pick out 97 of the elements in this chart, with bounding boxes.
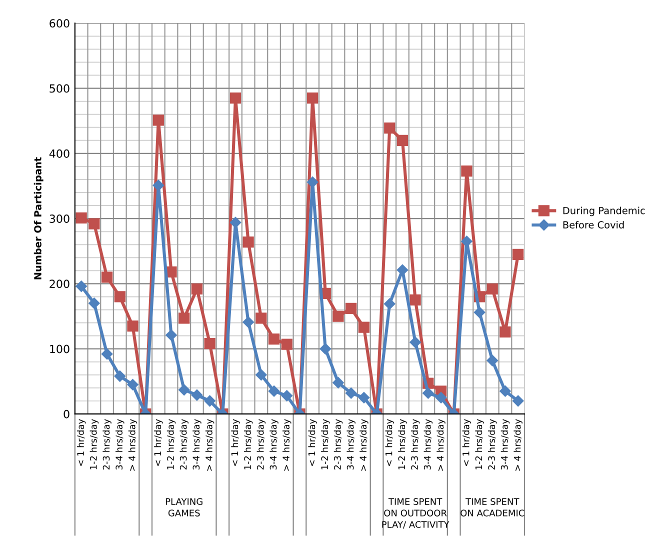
point xyxy=(204,395,216,407)
point xyxy=(76,212,87,224)
text: TIME SPENT ON ACADEMIC xyxy=(460,498,524,516)
point xyxy=(422,388,434,399)
y-tick-label: 500 xyxy=(50,84,70,93)
point xyxy=(474,306,486,318)
x-tick-label: 2-3 hrs/day xyxy=(488,419,497,470)
point xyxy=(320,343,332,354)
point xyxy=(101,348,113,360)
x-tick-label: > 4 hrs/day xyxy=(128,419,138,471)
point xyxy=(500,326,511,338)
point xyxy=(384,122,396,134)
point xyxy=(191,283,203,294)
x-tick-label: 2-3 hrs/day xyxy=(256,419,266,470)
x-tick-label: 1-2 hrs/day xyxy=(166,419,176,470)
legend-label: Before Covid xyxy=(563,220,624,229)
point xyxy=(114,291,126,302)
x-tick-label: 2-3 hrs/day xyxy=(334,419,343,470)
x-tick-label: < 1 hr/day xyxy=(76,419,86,466)
point xyxy=(306,176,318,188)
text: TIME SPENT ON OUTDOOR PLAY/ ACTIVITY xyxy=(382,498,450,529)
point xyxy=(152,114,164,126)
y-axis-title: Number Of Participant xyxy=(34,157,44,280)
point xyxy=(114,370,126,382)
point xyxy=(76,280,87,292)
point xyxy=(268,333,280,345)
point xyxy=(346,302,357,314)
x-tick-label: > 4 hrs/day xyxy=(282,419,292,471)
legend-label: During Pandemic xyxy=(563,206,645,216)
x-tick-label: 1-2 hrs/day xyxy=(90,419,99,470)
point xyxy=(512,395,524,407)
x-tick-label: 2-3 hrs/day xyxy=(102,419,112,470)
point xyxy=(332,310,344,322)
point xyxy=(410,294,421,306)
y-tick-label: 600 xyxy=(50,19,70,28)
x-tick-label: < 1 hr/day xyxy=(462,419,472,466)
point xyxy=(88,218,100,230)
point xyxy=(281,338,292,350)
x-tick-label: 3-4 hrs/day xyxy=(346,419,356,470)
point xyxy=(307,92,318,104)
x-tick-label: 3-4 hrs/day xyxy=(116,419,124,470)
point xyxy=(486,283,498,294)
point xyxy=(345,388,357,399)
point xyxy=(166,330,177,341)
point xyxy=(230,216,242,228)
x-tick-label: > 4 hrs/day xyxy=(205,419,214,471)
point xyxy=(127,379,138,390)
x-tick-label: 1-2 hrs/day xyxy=(475,419,484,470)
y-tick-label: 400 xyxy=(49,149,70,158)
y-tick-label: 100 xyxy=(50,344,70,354)
point xyxy=(230,92,242,104)
x-tick-label: 3-4 hrs/day xyxy=(500,419,510,470)
x-tick-label: < 1 hr/day xyxy=(231,419,240,466)
x-tick-label: > 4 hrs/day xyxy=(360,419,368,471)
x-tick-label: < 1 hr/day xyxy=(385,419,394,466)
point xyxy=(410,336,421,348)
y-tick-label: 200 xyxy=(50,280,70,288)
point xyxy=(268,386,280,397)
point xyxy=(256,369,267,380)
point xyxy=(127,320,138,332)
x-tick-label: 1-2 hrs/day xyxy=(244,419,253,470)
y-tick-label: 0 xyxy=(64,410,70,418)
point xyxy=(512,248,524,260)
x-tick-label: 2-3 hrs/day xyxy=(410,419,420,470)
point xyxy=(461,236,472,247)
point xyxy=(358,322,370,333)
point xyxy=(88,298,100,309)
point xyxy=(242,316,254,328)
point xyxy=(178,384,190,396)
point xyxy=(396,134,408,146)
point xyxy=(486,354,498,366)
point xyxy=(178,312,190,324)
y-tick-label: 300 xyxy=(50,214,70,223)
point xyxy=(281,390,292,402)
x-tick-label: 1-2 hrs/day xyxy=(398,419,407,470)
point xyxy=(256,312,267,324)
point xyxy=(332,377,344,388)
point xyxy=(358,392,370,404)
point xyxy=(242,236,254,248)
x-tick-label: > 4 hrs/day xyxy=(436,419,446,471)
point xyxy=(461,165,472,177)
point xyxy=(191,389,203,401)
x-tick-label: > 4 hrs/day xyxy=(514,419,522,471)
point xyxy=(384,298,396,310)
point xyxy=(204,338,216,350)
x-tick-label: 2-3 hrs/day xyxy=(180,419,188,470)
point xyxy=(152,180,164,191)
x-tick-label: 3-4 hrs/day xyxy=(270,419,278,470)
point xyxy=(435,392,447,404)
x-tick-label: 3-4 hrs/day xyxy=(424,419,433,470)
point xyxy=(101,272,113,283)
x-tick-label: < 1 hr/day xyxy=(308,419,317,466)
x-tick-label: < 1 hr/day xyxy=(154,419,163,466)
x-tick-label: 3-4 hrs/day xyxy=(192,419,202,470)
text: PLAYING GAMES xyxy=(166,498,202,516)
point xyxy=(500,386,511,397)
x-tick-label: 1-2 hrs/day xyxy=(321,419,330,470)
